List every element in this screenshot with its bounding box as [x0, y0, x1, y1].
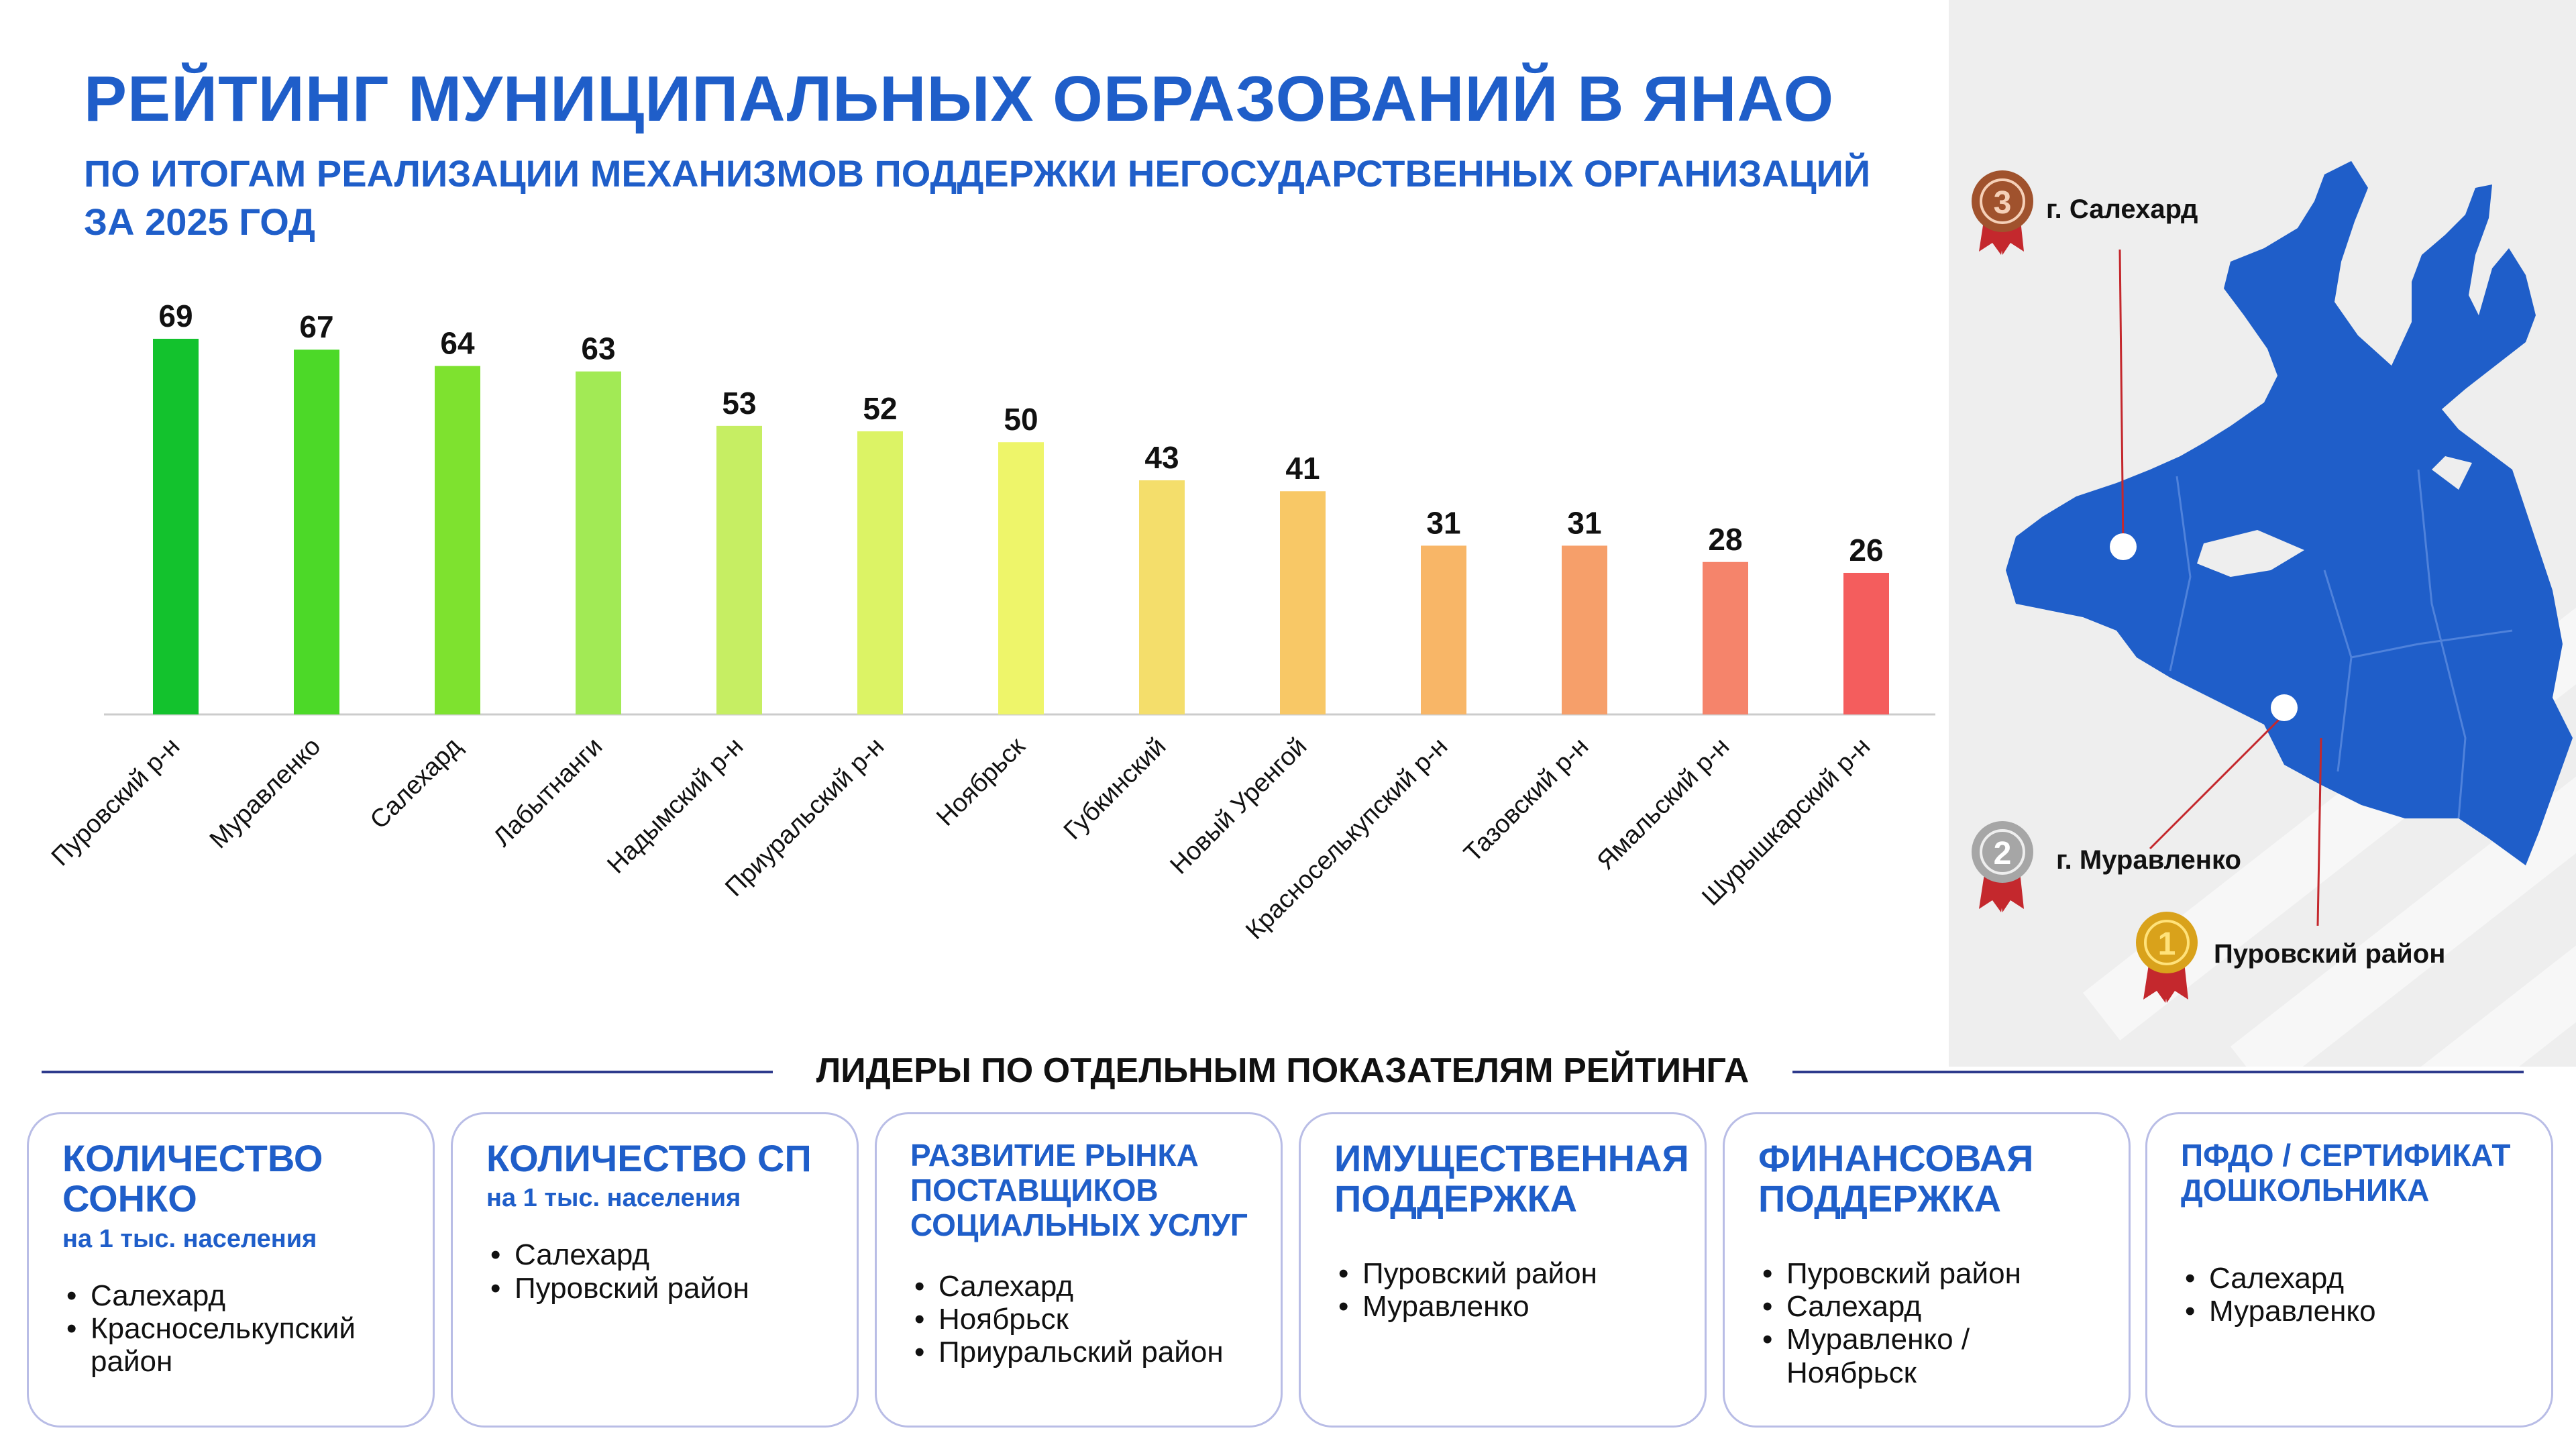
- card-title: ПФДО / СЕРТИФИКАТ ДОШКОЛЬНИКА: [2181, 1138, 2511, 1208]
- list-item: Приуральский район: [910, 1336, 1254, 1369]
- list-item: Салехард: [910, 1270, 1254, 1303]
- value-label-9: 31: [1426, 505, 1460, 540]
- bar-5: [857, 431, 903, 714]
- list-item: Пуровский район: [1334, 1257, 1678, 1291]
- value-label-8: 41: [1285, 451, 1320, 486]
- list-item: Салехард: [486, 1238, 830, 1272]
- card-title: ИМУЩЕСТВЕННАЯ ПОДДЕРЖКА: [1334, 1137, 1689, 1220]
- category-label-8: Новый Уренгой: [1165, 733, 1312, 880]
- medal-1-icon: 1: [2136, 912, 2198, 1003]
- value-label-7: 43: [1144, 440, 1179, 475]
- value-label-3: 63: [581, 331, 615, 366]
- value-label-1: 67: [299, 309, 333, 344]
- svg-text:2: 2: [1994, 836, 2012, 871]
- purovsky-leader-line: [2316, 737, 2322, 926]
- leader-card-pfdo: ПФДО / СЕРТИФИКАТ ДОШКОЛЬНИКА Салехард М…: [2145, 1112, 2553, 1428]
- category-label-10: Тазовский р-н: [1458, 733, 1594, 868]
- card-title: ФИНАНСОВАЯ ПОДДЕРЖКА: [1758, 1137, 2034, 1220]
- list-item: Муравленко: [2181, 1295, 2524, 1328]
- salekhard-marker: [2110, 533, 2137, 560]
- bar-2: [435, 366, 480, 714]
- category-label-4: Надымский р-н: [602, 733, 749, 879]
- page-subtitle: ПО ИТОГАМ РЕАЛИЗАЦИИ МЕХАНИЗМОВ ПОДДЕРЖК…: [84, 150, 1935, 248]
- bar-0: [153, 339, 199, 714]
- bar-4: [716, 425, 762, 714]
- purovsky-label: Пуровский район: [2214, 939, 2446, 969]
- card-list: Пуровский район Муравленко: [1334, 1257, 1678, 1324]
- bar-7: [1139, 480, 1185, 714]
- value-label-2: 64: [440, 326, 475, 361]
- leaders-title: ЛИДЕРЫ ПО ОТДЕЛЬНЫМ ПОКАЗАТЕЛЯМ РЕЙТИНГА: [816, 1051, 1750, 1090]
- bar-9: [1421, 545, 1466, 714]
- card-list: Салехард Пуровский район: [486, 1238, 830, 1305]
- leader-card-sonko: КОЛИЧЕСТВО СОНКО на 1 тыс. населения Сал…: [27, 1112, 435, 1428]
- page-title: РЕЙТИНГ МУНИЦИПАЛЬНЫХ ОБРАЗОВАНИЙ В ЯНАО: [84, 63, 1835, 135]
- muravlenko-marker: [2271, 694, 2298, 721]
- bar-8: [1280, 491, 1326, 714]
- list-item: Красноселькупский район: [62, 1312, 406, 1379]
- subtitle-line-1: ПО ИТОГАМ РЕАЛИЗАЦИИ МЕХАНИЗМОВ ПОДДЕРЖК…: [84, 152, 1871, 195]
- list-item: Муравленко: [1334, 1290, 1678, 1324]
- category-label-5: Приуральский р-н: [720, 733, 890, 902]
- value-label-6: 50: [1004, 402, 1038, 437]
- category-label-11: Ямальский р-н: [1592, 733, 1735, 876]
- svg-text:1: 1: [2158, 926, 2176, 962]
- value-label-0: 69: [158, 299, 193, 333]
- header: РЕЙТИНГ МУНИЦИПАЛЬНЫХ ОБРАЗОВАНИЙ В ЯНАО…: [84, 64, 1935, 247]
- category-label-3: Лабытнанги: [488, 733, 608, 853]
- bar-10: [1562, 545, 1607, 714]
- subtitle-line-2: ЗА 2025 ГОД: [84, 201, 315, 244]
- medal-2-icon: 2: [1972, 821, 2033, 912]
- value-label-11: 28: [1708, 522, 1742, 557]
- muravlenko-leader-line: [2149, 713, 2286, 850]
- list-item: Салехард: [62, 1279, 406, 1313]
- value-label-10: 31: [1567, 505, 1601, 540]
- medal-3-icon: 3: [1972, 170, 2033, 255]
- card-subtitle: на 1 тыс. населения: [486, 1184, 741, 1213]
- leader-card-sp: КОЛИЧЕСТВО СП на 1 тыс. населения Салеха…: [451, 1112, 859, 1428]
- list-item: Салехард: [2181, 1262, 2524, 1295]
- list-item: Муравленко / Ноябрьск: [1758, 1323, 2102, 1389]
- card-title: КОЛИЧЕСТВО СОНКО: [62, 1137, 323, 1220]
- list-item: Пуровский район: [486, 1272, 830, 1305]
- card-title: КОЛИЧЕСТВО СП: [486, 1137, 812, 1179]
- value-label-5: 52: [863, 391, 897, 426]
- bar-11: [1703, 561, 1748, 714]
- muravlenko-label: г. Муравленко: [2056, 845, 2241, 875]
- card-title: РАЗВИТИЕ РЫНКА ПОСТАВЩИКОВ СОЦИАЛЬНЫХ УС…: [910, 1138, 1248, 1242]
- leaders-line-right: [1792, 1071, 2524, 1073]
- leader-card-social-services: РАЗВИТИЕ РЫНКА ПОСТАВЩИКОВ СОЦИАЛЬНЫХ УС…: [875, 1112, 1283, 1428]
- bar-3: [576, 371, 621, 714]
- value-label-4: 53: [722, 386, 756, 421]
- card-list: Салехард Красноселькупский район: [62, 1279, 406, 1379]
- category-label-6: Ноябрьск: [931, 732, 1030, 831]
- card-list: Салехард Ноябрьск Приуральский район: [910, 1270, 1254, 1369]
- card-list: Салехард Муравленко: [2181, 1262, 2524, 1328]
- bar-12: [1843, 572, 1889, 714]
- bar-6: [998, 442, 1044, 714]
- category-label-7: Губкинский: [1059, 733, 1171, 845]
- salekhard-label: г. Салехард: [2046, 195, 2198, 224]
- category-label-1: Муравленко: [205, 733, 327, 855]
- card-subtitle: на 1 тыс. населения: [62, 1224, 317, 1253]
- leader-card-property: ИМУЩЕСТВЕННАЯ ПОДДЕРЖКА Пуровский район …: [1299, 1112, 1707, 1428]
- card-list: Пуровский район Салехард Муравленко / Но…: [1758, 1257, 2102, 1389]
- value-label-12: 26: [1849, 533, 1883, 568]
- bar-1: [294, 350, 339, 714]
- list-item: Пуровский район: [1758, 1257, 2102, 1291]
- category-label-2: Салехард: [365, 733, 467, 835]
- list-item: Салехард: [1758, 1290, 2102, 1324]
- yanao-map: 3 2 1: [1972, 161, 2573, 1003]
- leaders-line-left: [42, 1071, 773, 1073]
- salekhard-leader-line: [2118, 249, 2125, 547]
- svg-text:3: 3: [1994, 185, 2012, 221]
- list-item: Ноябрьск: [910, 1303, 1254, 1336]
- category-label-0: Пуровский р-н: [46, 733, 185, 871]
- leaders-heading: ЛИДЕРЫ ПО ОТДЕЛЬНЫМ ПОКАЗАТЕЛЯМ РЕЙТИНГА: [42, 1046, 2524, 1093]
- rating-bar-chart: 69 67 64 63 53 52 50 43 41 31 31 28 26 Пуровский р-н…: [46, 299, 1935, 945]
- leader-card-financial: ФИНАНСОВАЯ ПОДДЕРЖКА Пуровский район Сал…: [1723, 1112, 2131, 1428]
- region-shape: [2006, 161, 2573, 865]
